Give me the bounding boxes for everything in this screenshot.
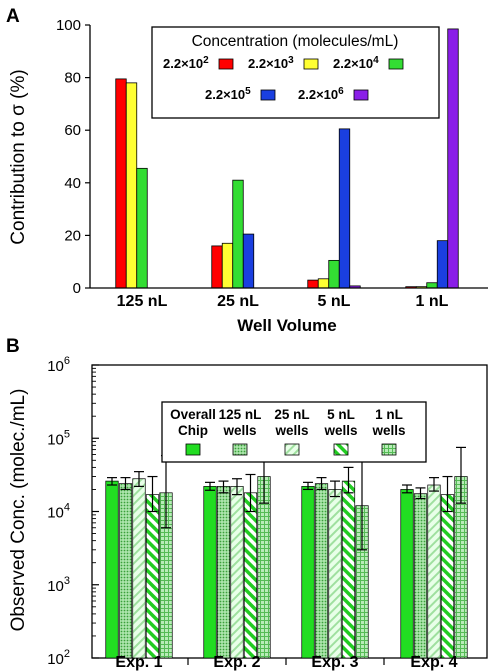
panel-a-legend-label-3: 2.2×104 xyxy=(333,55,379,71)
panel-b-legend-label-3: 25 nL xyxy=(274,407,309,422)
panel-a-chart: A 0 20 40 60 80 100 125 nL 25 nL 5 nL 1 nL Contr… xyxy=(6,6,488,335)
panel-a-bar-series-3-25-nl xyxy=(232,179,244,289)
panel-b-legend-label-2: wells xyxy=(222,423,256,438)
panel-a-y-tick-label: 0 xyxy=(73,280,81,297)
panel-a-bar-series-2-5-nl xyxy=(317,278,330,289)
panel-a-bar-series-3-1-nl xyxy=(426,282,438,289)
panel-b-legend-label-4: 5 nL xyxy=(327,407,355,422)
panel-b-bar-series-2-exp-2 xyxy=(216,486,231,659)
panel-b-bar-series-1-exp-4 xyxy=(400,489,414,659)
panel-a-x-tick-label: 5 nL xyxy=(318,293,351,310)
panel-b-legend-swatch-3 xyxy=(284,443,300,456)
panel-a-legend-box xyxy=(151,26,440,119)
panel-b-y-tick-label: 103 xyxy=(47,575,70,595)
panel-a-x-axis-title: Well Volume xyxy=(237,316,337,335)
panel-b-x-tick-label: Exp. 3 xyxy=(311,654,358,671)
panel-a-legend-swatch-2 xyxy=(303,58,319,70)
panel-b-y-tick-label: 104 xyxy=(47,502,70,522)
panel-b-bar-series-4-exp-1 xyxy=(145,494,160,659)
panel-b-bar-series-3-exp-4 xyxy=(427,484,441,659)
panel-b-bar-series-2-exp-3 xyxy=(314,483,329,659)
panel-b-bar-series-5-exp-2 xyxy=(257,476,271,659)
panel-b-y-tick-label: 105 xyxy=(47,428,70,448)
panel-b-legend-label-1: Chip xyxy=(178,423,208,438)
panel-a-bar-series-3-5-nl xyxy=(328,259,340,289)
panel-b-bar-series-4-exp-4 xyxy=(440,494,455,659)
panel-b-bar-series-2-exp-4 xyxy=(413,493,428,659)
panel-b-x-tick-label: Exp. 1 xyxy=(115,654,162,671)
panel-b-bar-series-3-exp-1 xyxy=(132,478,146,659)
panel-b-legend-label-2: 125 nL xyxy=(219,407,262,422)
panel-a-bar-series-2-125-nl xyxy=(125,82,138,289)
panel-a-legend-label-2: 2.2×103 xyxy=(248,55,294,71)
panel-a-bar-series-2-25-nl xyxy=(221,242,234,289)
panel-a-y-tick-label: 20 xyxy=(64,227,81,244)
panel-b-bar-series-4-exp-3 xyxy=(341,480,356,659)
panel-b-bar-series-2-exp-1 xyxy=(118,483,133,659)
panel-a-bar-series-4-25-nl xyxy=(242,233,255,289)
panel-a-x-tick-label: 25 nL xyxy=(217,293,259,310)
panel-b-bars xyxy=(105,446,468,665)
panel-b-legend-label-4: wells xyxy=(323,423,357,438)
panel-a-y-tick-label: 100 xyxy=(56,17,81,34)
panel-b-legend-swatch-1 xyxy=(185,443,201,456)
panel-b-x-tick-label: Exp. 4 xyxy=(410,654,457,671)
panel-b-legend-swatch-2 xyxy=(232,443,248,456)
panel-b-label: B xyxy=(6,336,20,357)
panel-a-legend-swatch-4 xyxy=(260,89,276,101)
panel-b-legend-label-3: wells xyxy=(274,423,308,438)
panel-b-legend-label-1: Overall xyxy=(170,407,216,422)
panel-a-legend-swatch-1 xyxy=(218,58,234,70)
panel-a-legend-swatch-3 xyxy=(388,58,404,70)
panel-b-x-ticks: Exp. 1 Exp. 2 Exp. 3 Exp. 4 xyxy=(115,654,457,671)
panel-b-legend-label-5: wells xyxy=(371,423,405,438)
panel-b-legend-swatch-4 xyxy=(333,443,349,456)
panel-a-bar-series-1-125-nl xyxy=(115,78,127,289)
panel-a-bar-series-4-5-nl xyxy=(338,128,351,289)
panel-b-x-tick-label: Exp. 2 xyxy=(213,654,260,671)
panel-b-y-tick-label: 106 xyxy=(47,355,70,375)
panel-b-bar-series-1-exp-1 xyxy=(105,480,119,659)
panel-b-bar-series-3-exp-2 xyxy=(230,486,244,659)
panel-b-bar-series-5-exp-4 xyxy=(454,476,468,659)
panel-b-y-axis-title: Observed Conc. (molec./mL) xyxy=(8,389,29,632)
panel-a-x-ticks: 125 nL 25 nL 5 nL 1 nL xyxy=(117,293,449,310)
panel-a-y-tick-label: 80 xyxy=(64,70,81,87)
panel-b-bar-series-1-exp-3 xyxy=(301,486,315,659)
panel-b-y-ticks: 102 103 104 105 106 xyxy=(47,355,99,668)
panel-a-legend-swatch-5 xyxy=(353,89,369,101)
panel-a-legend-title: Concentration (molecules/mL) xyxy=(192,33,399,50)
panel-a-legend-label-4: 2.2×105 xyxy=(205,86,251,102)
panel-a-y-tick-label: 40 xyxy=(64,175,81,192)
panel-a-bar-series-1-25-nl xyxy=(211,245,223,289)
panel-a-legend-label-1: 2.2×102 xyxy=(163,55,209,71)
panel-a-bars xyxy=(115,28,459,289)
panel-a-bar-series-3-125-nl xyxy=(136,167,148,289)
panel-a-label: A xyxy=(6,6,20,27)
panel-b-legend-swatch-5 xyxy=(381,443,397,456)
panel-a-legend-label-5: 2.2×106 xyxy=(298,86,344,102)
panel-a-x-tick-label: 125 nL xyxy=(117,293,168,310)
panel-b-bar-series-3-exp-3 xyxy=(328,489,342,659)
panel-b-y-tick-label: 102 xyxy=(47,648,70,668)
panel-b-bar-series-4-exp-2 xyxy=(243,492,258,659)
panel-a-bar-series-4-1-nl xyxy=(436,240,449,289)
panel-a-y-ticks: 0 20 40 60 80 100 xyxy=(56,17,90,297)
panel-a-x-tick-label: 1 nL xyxy=(416,293,449,310)
panel-a-legend: Concentration (molecules/mL) 2.2×102 2.2×… xyxy=(151,26,440,119)
panel-a-y-tick-label: 60 xyxy=(64,122,81,139)
panel-b-legend-label-5: 1 nL xyxy=(375,407,403,422)
panel-a-y-axis-title: Contribution to σ (%) xyxy=(8,69,29,244)
panel-a-bar-series-5-1-nl xyxy=(447,28,459,289)
panel-a-bar-series-1-5-nl xyxy=(307,279,319,289)
panel-b-bar-series-1-exp-2 xyxy=(203,486,217,659)
